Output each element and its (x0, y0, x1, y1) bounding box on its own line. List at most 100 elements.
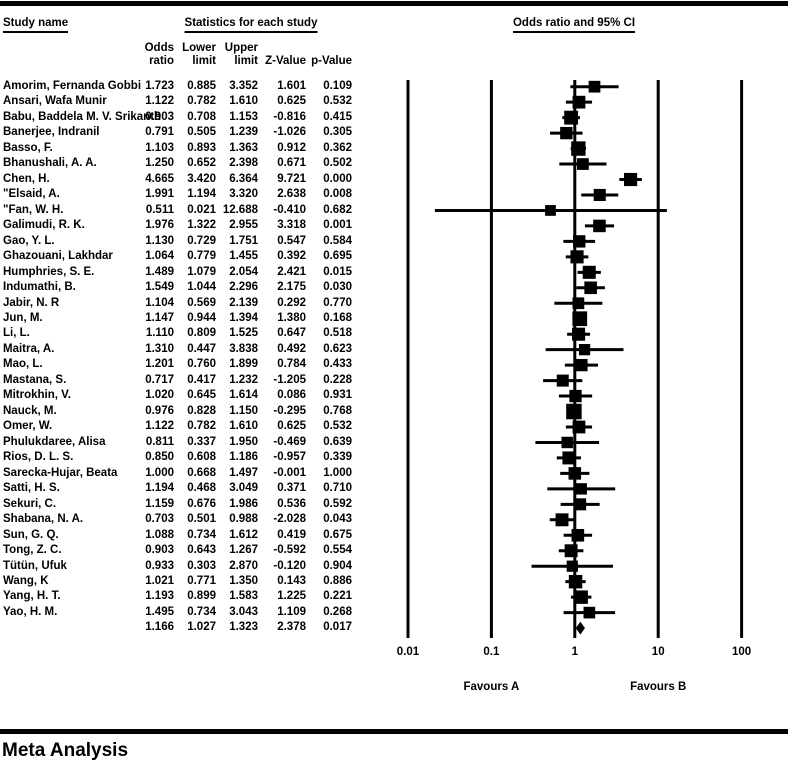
upper-limit-value: 1.150 (229, 404, 258, 417)
p-value: 0.415 (323, 110, 352, 123)
p-value: 0.228 (323, 373, 352, 386)
study-name: Satti, H. S. (3, 482, 60, 495)
upper-limit-value: 2.296 (229, 281, 258, 294)
study-row: Banerjee, Indranil 0.791 0.505 1.239 -1.026 0… (0, 125, 394, 140)
z-value: 0.547 (277, 234, 306, 247)
odds-ratio-value: 1.489 (145, 265, 174, 278)
effect-square (584, 281, 597, 295)
lower-limit-value: 3.420 (187, 172, 216, 185)
lower-limit-value: 0.760 (187, 358, 216, 371)
odds-ratio-column-header-line2: ratio (149, 55, 174, 67)
upper-limit-value: 1.751 (229, 234, 258, 247)
z-value: 9.721 (277, 172, 306, 185)
effect-square (588, 80, 601, 93)
effect-square (571, 141, 586, 156)
effect-square (578, 344, 591, 356)
odds-ratio-value: 4.665 (145, 172, 174, 185)
lower-limit-value: 0.899 (187, 590, 216, 603)
study-name: Tütün, Ufuk (3, 559, 67, 572)
lower-limit-value: 0.468 (187, 482, 216, 495)
lower-limit-column-header: Lower limit (146, 42, 216, 68)
p-value: 0.268 (323, 605, 352, 618)
z-value: -1.026 (273, 126, 306, 139)
effect-square (564, 110, 579, 125)
upper-limit-value: 1.394 (229, 312, 258, 325)
upper-limit-value: 1.899 (229, 358, 258, 371)
z-value: 0.671 (277, 157, 306, 170)
study-row: Bhanushali, A. A. 1.250 0.652 2.398 0.671 0.5… (0, 156, 394, 171)
p-value: 0.518 (323, 327, 352, 340)
study-row: Sun, G. Q. 1.088 0.734 1.612 0.419 0.675 (0, 528, 394, 543)
axis-tick-label: 0.1 (483, 646, 500, 658)
odds-ratio-value: 1.147 (145, 312, 174, 325)
study-row: Humphries, S. E. 1.489 1.079 2.054 2.421 0.01… (0, 265, 394, 280)
z-value: 0.492 (277, 342, 306, 355)
p-value-column-header: p-Value (311, 55, 352, 67)
study-row: Mao, L. 1.201 0.760 1.899 0.784 0.433 (0, 357, 394, 372)
p-value: 0.008 (323, 188, 352, 201)
odds-ratio-value: 0.903 (145, 544, 174, 557)
p-value: 0.886 (323, 574, 352, 587)
odds-ratio-value: 1.122 (145, 95, 174, 108)
lower-limit-value: 0.652 (187, 157, 216, 170)
p-value: 1.000 (323, 466, 352, 479)
summary-row: 1.166 1.027 1.323 2.378 0.017 (0, 620, 394, 635)
study-row: Omer, W. 1.122 0.782 1.610 0.625 0.532 (0, 419, 394, 434)
p-value: 0.768 (323, 404, 352, 417)
z-value: -0.001 (273, 466, 306, 479)
study-row: Basso, F. 1.103 0.893 1.363 0.912 0.362 (0, 141, 394, 156)
lower-limit-value: 0.729 (187, 234, 216, 247)
lower-limit-value: 0.501 (187, 513, 216, 526)
study-name: Babu, Baddela M. V. Srikanth (3, 110, 162, 123)
study-name: Shabana, N. A. (3, 513, 84, 526)
odds-ratio-value: 0.933 (145, 559, 174, 572)
effect-square (571, 528, 585, 542)
upper-limit-value: 2.955 (229, 219, 258, 232)
upper-limit-value: 3.838 (229, 342, 258, 355)
study-row: Jabir, N. R 1.104 0.569 2.139 0.292 0.770 (0, 296, 394, 311)
p-value: 0.168 (323, 312, 352, 325)
lower-limit-value: 0.734 (187, 528, 216, 541)
lower-limit-value: 0.569 (187, 296, 216, 309)
lower-limit-value: 0.417 (187, 373, 216, 386)
study-name: Phulukdaree, Alisa (3, 435, 106, 448)
p-value: 0.584 (323, 234, 352, 247)
study-name: Basso, F. (3, 141, 53, 154)
z-value: 0.419 (277, 528, 306, 541)
study-name: Nauck, M. (3, 404, 57, 417)
upper-limit-value: 1.950 (229, 435, 258, 448)
odds-ratio-value: 1.159 (145, 497, 174, 510)
upper-limit-value: 1.610 (229, 95, 258, 108)
effect-square (572, 327, 586, 341)
study-name: Chen, H. (3, 172, 50, 185)
lower-limit-value: 0.676 (187, 497, 216, 510)
p-value: 0.305 (323, 126, 352, 139)
study-row: Yang, H. T. 1.193 0.899 1.583 1.225 0.221 (0, 589, 394, 604)
odds-ratio-column-header-line1: Odds (144, 42, 174, 54)
z-value: 2.175 (277, 281, 306, 294)
study-name: Tong, Z. C. (3, 544, 62, 557)
z-value: -0.592 (273, 544, 306, 557)
study-name: Jun, M. (3, 312, 43, 325)
study-row: Chen, H. 4.665 3.420 6.364 9.721 0.000 (0, 172, 394, 187)
effect-square (575, 483, 587, 495)
p-value: 0.623 (323, 342, 352, 355)
p-value: 0.931 (323, 389, 352, 402)
effect-square (568, 574, 583, 589)
upper-limit-value: 3.320 (229, 188, 258, 201)
z-value: 3.318 (277, 219, 306, 232)
effect-square (575, 358, 588, 372)
p-value: 0.695 (323, 250, 352, 263)
effect-square (572, 95, 586, 109)
z-value: -1.205 (273, 373, 306, 386)
effect-square (583, 606, 596, 619)
study-row: Wang, K 1.021 0.771 1.350 0.143 0.886 (0, 574, 394, 589)
effect-square (572, 297, 585, 310)
p-value: 0.017 (323, 621, 352, 634)
odds-ratio-value: 1.103 (145, 141, 174, 154)
lower-limit-value: 0.885 (187, 80, 216, 92)
odds-ratio-value: 0.717 (145, 373, 174, 386)
study-name: Maitra, A. (3, 342, 55, 355)
study-name: Gao, Y. L. (3, 234, 55, 247)
